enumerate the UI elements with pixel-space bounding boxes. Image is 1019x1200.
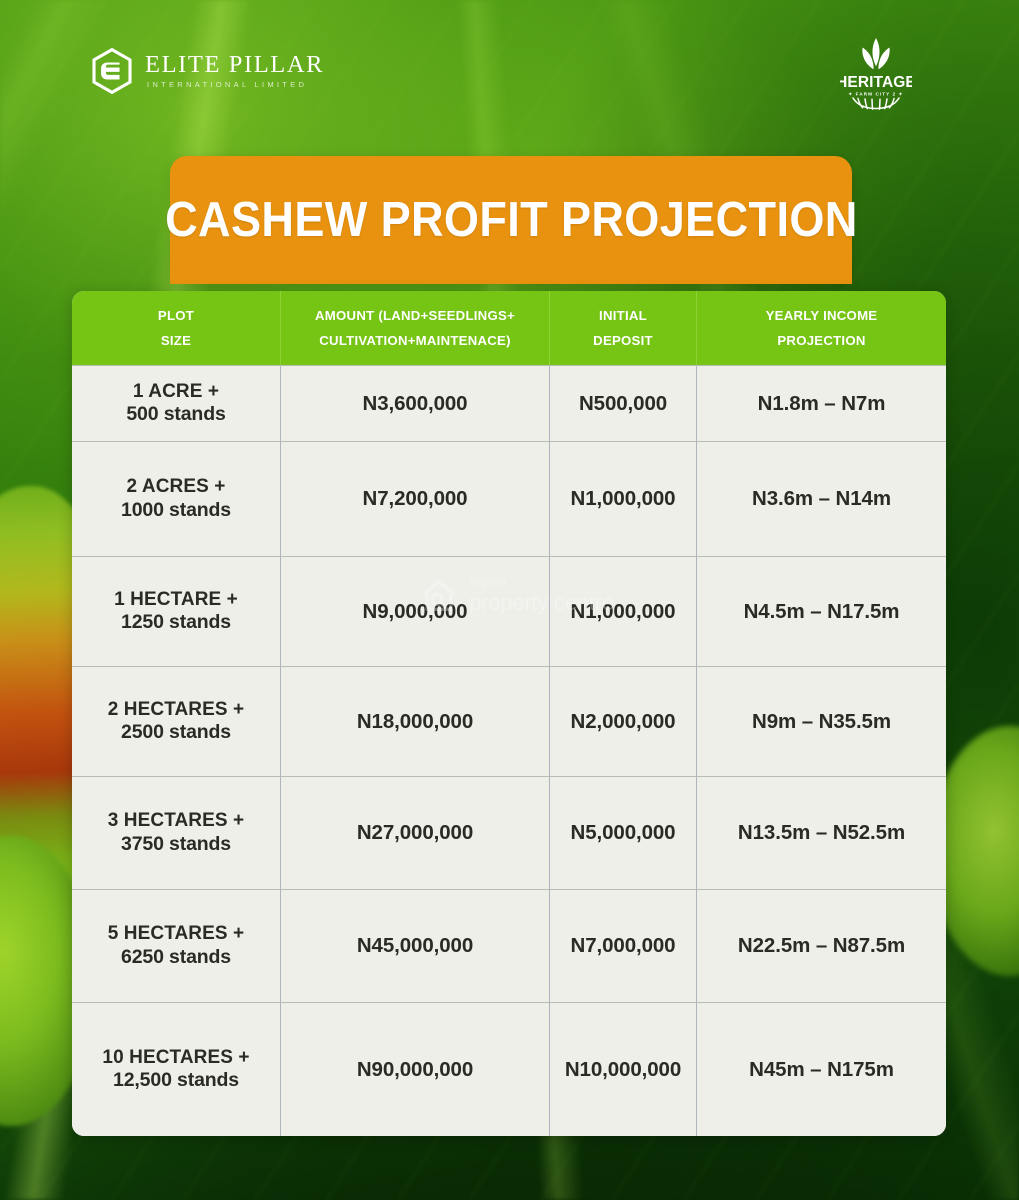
table-row: 5 HECTARES + 6250 stands N45,000,000 N7,… bbox=[72, 889, 946, 1002]
cell-amount: N7,200,000 bbox=[281, 442, 550, 556]
brand-name: ELITE PILLAR bbox=[145, 51, 325, 79]
table-row: 2 HECTARES + 2500 stands N18,000,000 N2,… bbox=[72, 666, 946, 776]
cell-amount: N9,000,000 bbox=[281, 557, 550, 666]
cashew-profit-table: PLOT SIZE AMOUNT (LAND+SEEDLINGS+ CULTIV… bbox=[72, 291, 946, 1136]
elite-pillar-wordmark: ELITE PILLAR INTERNATIONAL LIMITED bbox=[145, 53, 324, 88]
cell-income: N9m – N35.5m bbox=[697, 667, 946, 776]
header-line-2: CULTIVATION+MAINTENACE) bbox=[319, 333, 511, 348]
cell-income: N3.6m – N14m bbox=[697, 442, 946, 556]
cell-plot-size: 10 HECTARES + 12,500 stands bbox=[72, 1003, 281, 1136]
plot-size-sub: 6250 stands bbox=[121, 945, 231, 968]
cell-deposit: N500,000 bbox=[550, 366, 697, 441]
cell-plot-size: 1 ACRE + 500 stands bbox=[72, 366, 281, 441]
cell-income: N4.5m – N17.5m bbox=[697, 557, 946, 666]
hexagon-e-icon bbox=[92, 48, 132, 94]
column-header-yearly-income: YEARLY INCOME PROJECTION bbox=[697, 291, 946, 365]
cell-income: N45m – N175m bbox=[697, 1003, 946, 1136]
table-header-row: PLOT SIZE AMOUNT (LAND+SEEDLINGS+ CULTIV… bbox=[72, 291, 946, 365]
header-line-1: AMOUNT (LAND+SEEDLINGS+ bbox=[315, 307, 515, 323]
page-title: CASHEW PROFIT PROJECTION bbox=[164, 193, 858, 247]
cell-income: N1.8m – N7m bbox=[697, 366, 946, 441]
column-header-plot-size: PLOT SIZE bbox=[72, 291, 281, 365]
header-line-1: PLOT bbox=[157, 307, 195, 323]
cell-income: N13.5m – N52.5m bbox=[697, 777, 946, 889]
header-line-2: PROJECTION bbox=[777, 333, 866, 348]
cell-deposit: N2,000,000 bbox=[550, 667, 697, 776]
column-header-initial-deposit: INITIAL DEPOSIT bbox=[550, 291, 697, 365]
cell-plot-size: 1 HECTARE + 1250 stands bbox=[72, 557, 281, 666]
heritage-farm-city-logo: HERITAGE ✦ FARM CITY 2 ✦ bbox=[840, 34, 912, 110]
table-row: 10 HECTARES + 12,500 stands N90,000,000 … bbox=[72, 1002, 946, 1136]
plot-size-sub: 12,500 stands bbox=[113, 1069, 239, 1092]
svg-text:✦ FARM CITY 2 ✦: ✦ FARM CITY 2 ✦ bbox=[848, 92, 903, 97]
table-row: 1 HECTARE + 1250 stands N9,000,000 N1,00… bbox=[72, 556, 946, 666]
header-line-2: DEPOSIT bbox=[593, 333, 653, 348]
table-row: 2 ACRES + 1000 stands N7,200,000 N1,000,… bbox=[72, 441, 946, 556]
plot-size-main: 1 ACRE + bbox=[132, 380, 220, 402]
plot-size-main: 5 HECTARES + bbox=[107, 923, 245, 945]
cell-amount: N18,000,000 bbox=[281, 667, 550, 776]
plot-size-main: 2 HECTARES + bbox=[107, 698, 245, 720]
heritage-leaf-icon: HERITAGE ✦ FARM CITY 2 ✦ bbox=[840, 38, 912, 110]
plot-size-sub: 3750 stands bbox=[121, 832, 231, 855]
table-row: 1 ACRE + 500 stands N3,600,000 N500,000 … bbox=[72, 365, 946, 441]
cell-income: N22.5m – N87.5m bbox=[697, 890, 946, 1002]
plot-size-sub: 500 stands bbox=[126, 403, 226, 426]
cell-deposit: N1,000,000 bbox=[550, 557, 697, 666]
plot-size-sub: 2500 stands bbox=[121, 721, 231, 744]
cell-plot-size: 2 ACRES + 1000 stands bbox=[72, 442, 281, 556]
plot-size-main: 10 HECTARES + bbox=[102, 1046, 250, 1068]
header-line-1: YEARLY INCOME bbox=[765, 307, 878, 323]
header-line-1: INITIAL bbox=[599, 307, 647, 323]
cell-deposit: N7,000,000 bbox=[550, 890, 697, 1002]
cell-plot-size: 3 HECTARES + 3750 stands bbox=[72, 777, 281, 889]
plot-size-main: 1 HECTARE + bbox=[114, 588, 238, 610]
cell-deposit: N10,000,000 bbox=[550, 1003, 697, 1136]
cell-plot-size: 2 HECTARES + 2500 stands bbox=[72, 667, 281, 776]
table-row: 3 HECTARES + 3750 stands N27,000,000 N5,… bbox=[72, 776, 946, 889]
cell-deposit: N1,000,000 bbox=[550, 442, 697, 556]
plot-size-main: 3 HECTARES + bbox=[107, 810, 245, 832]
elite-pillar-logo: ELITE PILLAR INTERNATIONAL LIMITED bbox=[92, 48, 324, 94]
cell-amount: N45,000,000 bbox=[281, 890, 550, 1002]
cell-amount: N27,000,000 bbox=[281, 777, 550, 889]
plot-size-sub: 1000 stands bbox=[121, 498, 231, 521]
plot-size-sub: 1250 stands bbox=[121, 611, 231, 634]
plot-size-main: 2 ACRES + bbox=[126, 476, 226, 498]
header-line-2: SIZE bbox=[160, 333, 192, 348]
cell-deposit: N5,000,000 bbox=[550, 777, 697, 889]
cell-amount: N3,600,000 bbox=[281, 366, 550, 441]
cell-plot-size: 5 HECTARES + 6250 stands bbox=[72, 890, 281, 1002]
column-header-amount: AMOUNT (LAND+SEEDLINGS+ CULTIVATION+MAIN… bbox=[281, 291, 550, 365]
svg-text:HERITAGE: HERITAGE bbox=[840, 74, 912, 91]
brand-tagline: INTERNATIONAL LIMITED bbox=[147, 79, 308, 89]
title-banner: CASHEW PROFIT PROJECTION bbox=[165, 156, 857, 284]
cell-amount: N90,000,000 bbox=[281, 1003, 550, 1136]
